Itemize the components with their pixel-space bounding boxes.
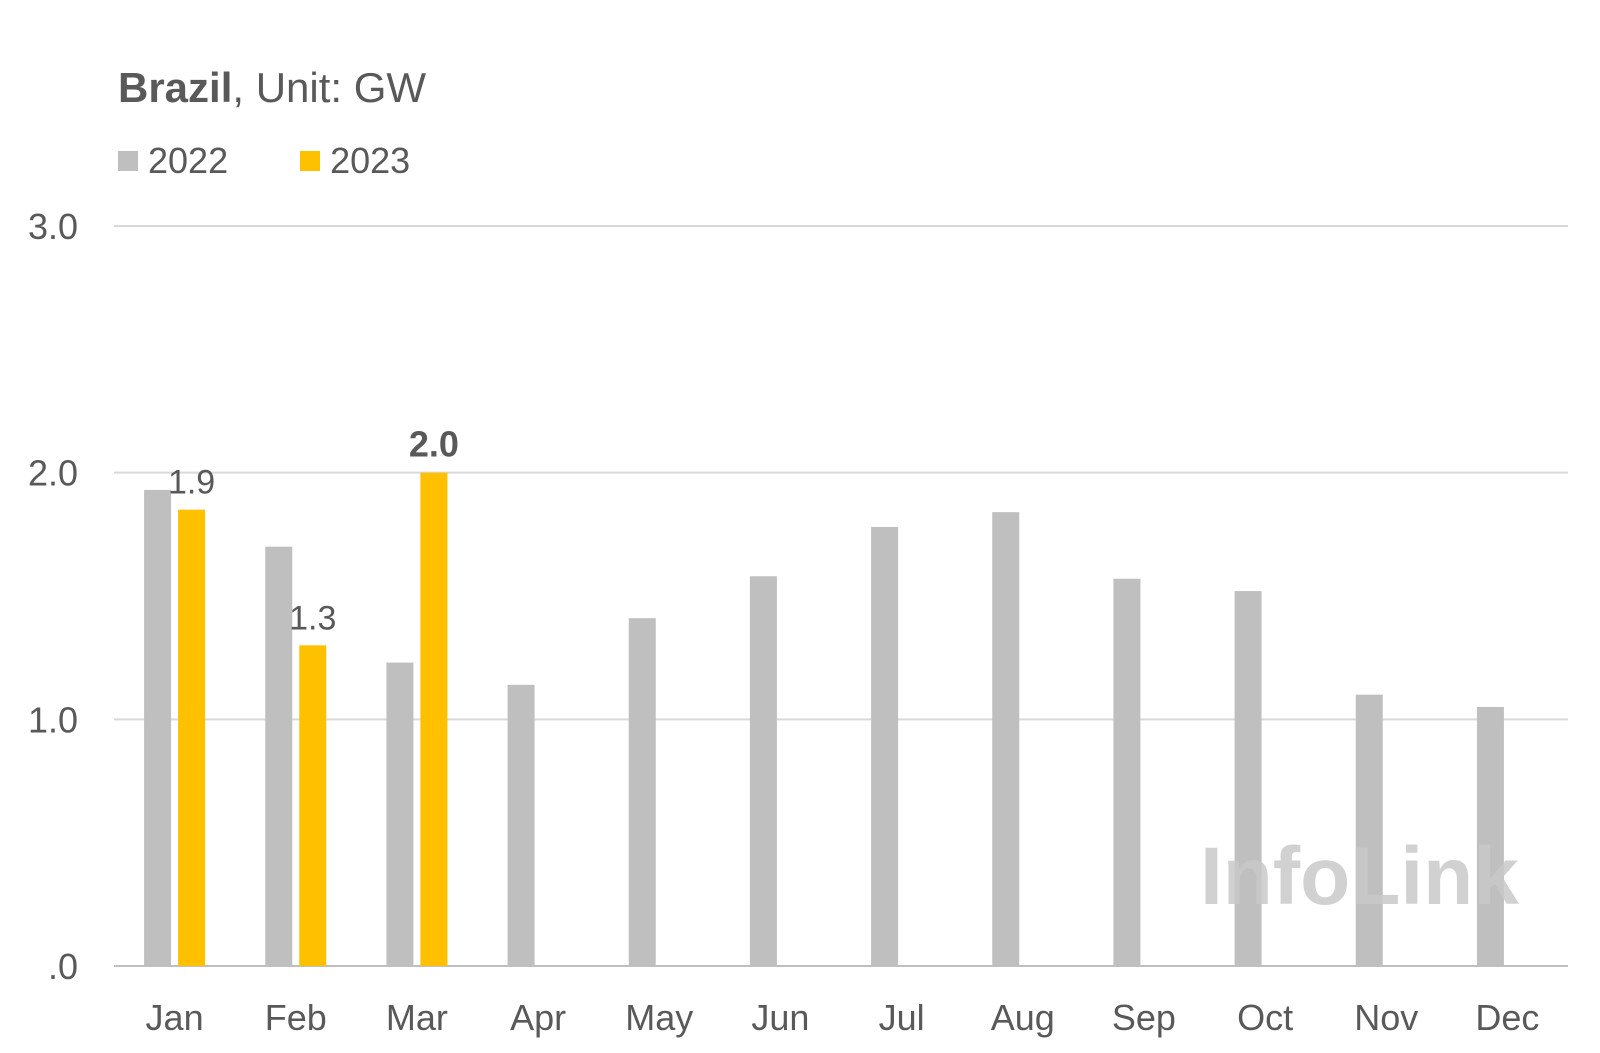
x-tick-label-may: May bbox=[625, 997, 693, 1038]
x-tick-label-jan: Jan bbox=[146, 997, 204, 1038]
x-tick-label-oct: Oct bbox=[1237, 997, 1293, 1038]
y-tick-label-3: 3.0 bbox=[28, 206, 78, 247]
x-tick-label-aug: Aug bbox=[991, 997, 1055, 1038]
y-tick-label-0: .0 bbox=[48, 946, 78, 987]
x-tick-label-apr: Apr bbox=[510, 997, 566, 1038]
bar-2022-may bbox=[628, 618, 656, 966]
data-label-2023-mar: 2.0 bbox=[409, 424, 459, 465]
y-tick-label-1: 1.0 bbox=[28, 699, 78, 740]
bar-2022-dec bbox=[1476, 707, 1504, 966]
infolink-watermark: InfoLink bbox=[1200, 831, 1519, 922]
bar-2023-jan bbox=[178, 509, 206, 966]
legend-item-2023: 2023 bbox=[300, 140, 410, 182]
bar-2022-aug bbox=[992, 512, 1020, 966]
chart-legend: 2022 2023 bbox=[118, 140, 482, 182]
bar-2022-sep bbox=[1113, 578, 1141, 966]
bar-2022-mar bbox=[386, 662, 414, 966]
legend-label-2023: 2023 bbox=[330, 140, 411, 181]
bar-2022-apr bbox=[507, 684, 535, 966]
data-label-2023-jan: 1.9 bbox=[168, 464, 215, 502]
bar-2023-feb bbox=[299, 645, 327, 966]
x-tick-label-mar: Mar bbox=[386, 997, 448, 1038]
bar-2022-jun bbox=[749, 576, 777, 966]
x-tick-label-jun: Jun bbox=[751, 997, 809, 1038]
chart-title-unit: , Unit: GW bbox=[232, 64, 427, 111]
chart-title-country: Brazil bbox=[118, 64, 233, 111]
bar-2022-feb bbox=[265, 546, 293, 966]
bar-2023-mar bbox=[420, 472, 448, 966]
x-tick-label-jul: Jul bbox=[879, 997, 925, 1038]
x-tick-label-sep: Sep bbox=[1112, 997, 1176, 1038]
x-tick-label-feb: Feb bbox=[265, 997, 327, 1038]
data-label-2023-feb: 1.3 bbox=[289, 599, 336, 637]
legend-swatch-2023 bbox=[300, 151, 321, 171]
legend-item-2022: 2022 bbox=[118, 140, 228, 182]
x-tick-label-dec: Dec bbox=[1475, 997, 1539, 1038]
legend-swatch-2022 bbox=[118, 151, 138, 171]
x-tick-label-nov: Nov bbox=[1354, 997, 1418, 1038]
legend-label-2022: 2022 bbox=[148, 140, 229, 181]
bar-2022-jan bbox=[144, 489, 172, 966]
y-tick-label-2: 2.0 bbox=[28, 453, 78, 494]
chart-title: Brazil, Unit: GW bbox=[118, 64, 426, 112]
bar-2022-oct bbox=[1234, 591, 1262, 966]
bar-2022-jul bbox=[871, 526, 899, 966]
bar-2022-nov bbox=[1355, 694, 1383, 966]
